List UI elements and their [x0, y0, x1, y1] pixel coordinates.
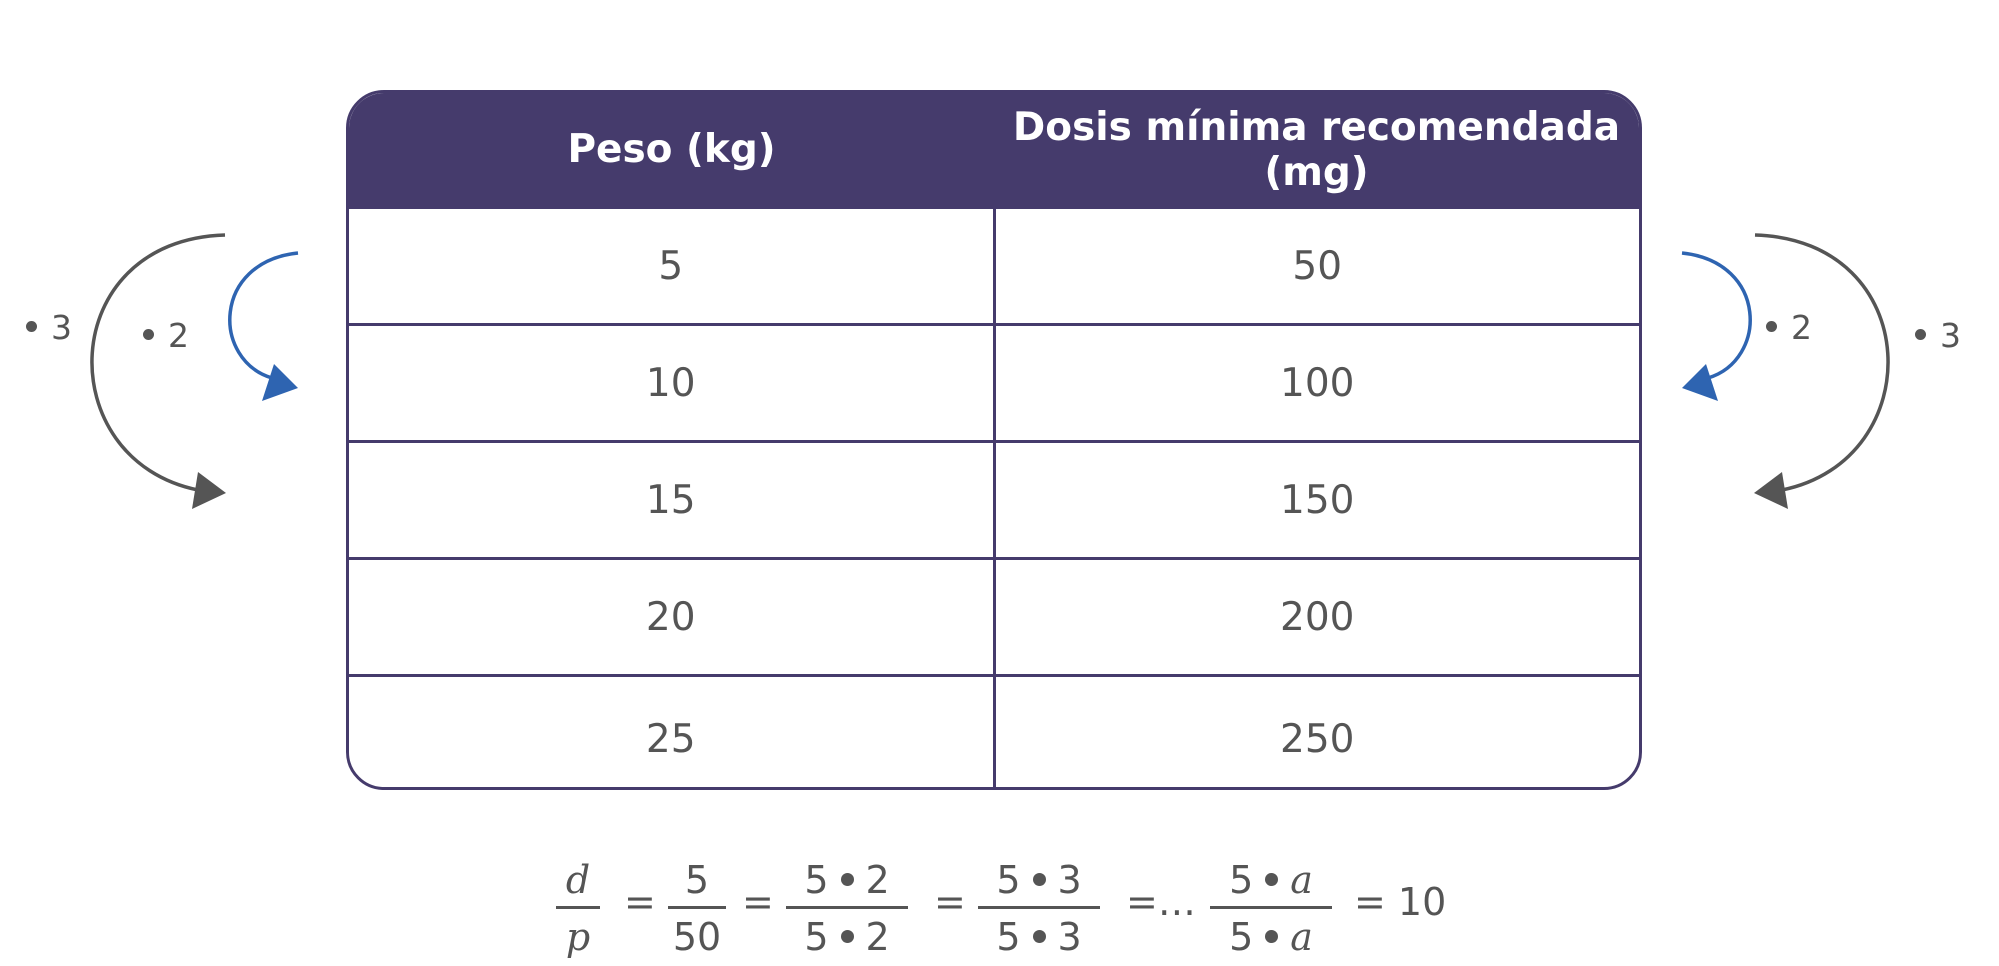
dot-icon [143, 329, 154, 340]
dose-cell: 100 [994, 323, 1639, 442]
result: = 10 [1354, 880, 1447, 924]
right-inner-multiplier: 2 [1766, 308, 1812, 347]
dot-icon [1766, 321, 1777, 332]
right-inner-arrow-icon [1681, 251, 1752, 401]
weight-cell: 10 [349, 323, 996, 442]
equals-ellipsis: =… [1126, 880, 1196, 924]
weight-cell: 25 [349, 674, 996, 787]
dose-cell: 150 [994, 440, 1639, 559]
right-outer-multiplier: 3 [1915, 316, 1961, 355]
weight-cell: 5 [349, 206, 996, 325]
equals-sign: = [624, 880, 656, 924]
table-row: 5 50 [349, 206, 1639, 325]
left-outer-arrow-icon [90, 233, 226, 509]
table-row: 15 150 [349, 440, 1639, 559]
dosage-table: Peso (kg) Dosis mínima recomendada (mg) … [346, 90, 1642, 790]
dose-cell: 50 [994, 206, 1639, 325]
left-inner-multiplier: 2 [143, 316, 189, 355]
equals-sign: = [934, 880, 966, 924]
weight-cell: 15 [349, 440, 996, 559]
weight-cell: 20 [349, 557, 996, 676]
table-row: 10 100 [349, 323, 1639, 442]
dose-cell: 250 [994, 674, 1639, 787]
left-outer-multiplier: 3 [26, 308, 72, 347]
left-inner-arrow-icon [228, 251, 299, 401]
dot-icon [1915, 329, 1926, 340]
table-row: 20 200 [349, 557, 1639, 676]
dot-icon [26, 321, 37, 332]
table-row: 25 250 [349, 674, 1639, 787]
fraction-5-over-50: 5 50 [668, 858, 726, 959]
header-dose: Dosis mínima recomendada (mg) [994, 93, 1639, 208]
header-weight: Peso (kg) [349, 93, 994, 208]
right-outer-arrow-icon [1754, 233, 1890, 509]
equals-sign: = [742, 880, 774, 924]
fraction-d-over-p: d p [556, 858, 600, 959]
dose-cell: 200 [994, 557, 1639, 676]
